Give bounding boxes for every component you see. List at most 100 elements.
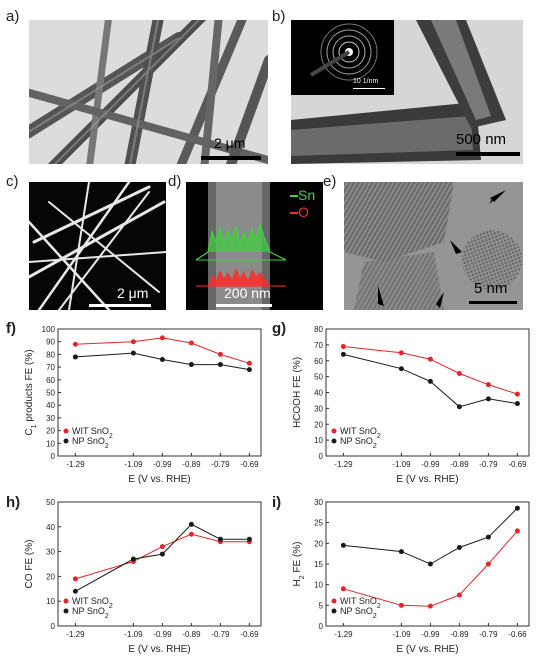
eds-image-d: Sn O 200 nm	[186, 182, 323, 310]
legend-marker	[331, 598, 337, 604]
legend-marker	[331, 438, 337, 444]
x-tick-label: -0.99	[421, 460, 440, 469]
x-axis-label: E (V vs. RHE)	[396, 644, 458, 655]
x-tick-label: -0.89	[450, 460, 469, 469]
data-point	[340, 343, 346, 349]
legend-sn-label: Sn	[298, 187, 316, 203]
data-point	[188, 531, 194, 537]
legend-o: O	[290, 204, 309, 220]
y-axis-label: H2 FE (%)	[292, 541, 306, 586]
x-tick-label: -0.79	[479, 630, 498, 639]
data-point	[340, 351, 346, 357]
chart-f: 0 10 20 30 40 50 60 70 80 90 100 -1.29 -1.09 -0.99 -0.…	[24, 325, 262, 485]
x-tick-label: -1.29	[66, 630, 85, 639]
y-tick-label: 90	[46, 338, 55, 347]
data-point	[427, 603, 433, 609]
data-point	[340, 542, 346, 548]
y-tick-label: 60	[314, 357, 323, 366]
y-tick-label: 60	[46, 376, 55, 385]
x-tick-label: -0.66	[508, 630, 527, 639]
data-point	[398, 366, 404, 372]
inset-scale-bar	[353, 88, 385, 89]
legend-marker	[331, 608, 337, 614]
y-tick-label: 0	[319, 622, 324, 631]
data-point	[427, 561, 433, 567]
data-point	[217, 351, 223, 357]
x-tick-label: -0.89	[182, 460, 201, 469]
tem-image-a: 2 μm	[29, 20, 268, 164]
data-point	[456, 404, 462, 410]
data-point	[398, 549, 404, 555]
y-tick-label: 30	[314, 498, 323, 507]
diffraction-inset: 10 1/nm	[291, 20, 394, 95]
panel-label-c: c)	[6, 173, 19, 190]
y-tick-label: 50	[46, 389, 55, 398]
data-point	[130, 350, 136, 356]
y-tick-label: 100	[42, 325, 56, 334]
y-tick-label: 40	[46, 401, 55, 410]
data-point	[72, 588, 78, 594]
y-axis-label: C1 products FE (%)	[24, 349, 38, 435]
scale-label-d: 200 nm	[224, 285, 271, 301]
data-point	[72, 341, 78, 347]
y-tick-label: 10	[46, 597, 55, 606]
x-tick-label: -0.69	[240, 460, 259, 469]
legend-marker	[63, 608, 69, 614]
series-line-1	[75, 523, 250, 592]
y-tick-label: 10	[314, 581, 323, 590]
y-axis-label: HCOOH FE (%)	[292, 357, 303, 428]
lattice-drawing-e	[344, 182, 523, 310]
x-tick-label: -0.99	[421, 630, 440, 639]
y-tick-label: 10	[314, 436, 323, 445]
x-tick-label: -0.69	[508, 460, 527, 469]
x-tick-label: -0.99	[153, 630, 172, 639]
y-axis-label: CO FE (%)	[24, 540, 35, 589]
sem-image-c: 2 μm	[29, 182, 166, 310]
hrtem-image-e: 5 nm	[344, 182, 523, 310]
y-tick-label: 20	[314, 420, 323, 429]
data-point	[246, 367, 252, 373]
series-line-0	[343, 530, 518, 607]
eds-linescan	[186, 182, 323, 310]
data-point	[72, 354, 78, 360]
y-tick-label: 0	[51, 452, 56, 461]
chart-h: 0 10 20 30 40 50 -1.29 -1.09 -0.99 -0.89 -0.79 -0.6…	[24, 498, 262, 655]
data-point	[456, 370, 462, 376]
x-axis-label: E (V vs. RHE)	[128, 644, 190, 655]
panel-label-b: b)	[272, 8, 286, 25]
data-point	[188, 521, 194, 527]
x-tick-label: -0.69	[240, 630, 259, 639]
series-line-0	[343, 346, 518, 395]
data-point	[427, 378, 433, 384]
series-line-0	[75, 337, 250, 364]
data-point	[398, 350, 404, 356]
y-tick-label: 20	[46, 427, 55, 436]
y-tick-label: 15	[314, 560, 323, 569]
y-tick-label: 80	[46, 350, 55, 359]
legend-label: NP SnO2	[72, 606, 109, 620]
x-tick-label: -1.29	[66, 460, 85, 469]
data-point	[188, 340, 194, 346]
chart-g: 0 10 20 30 40 50 60 70 80 -1.29 -1.09 -0.99 -0.89 -0.…	[292, 325, 530, 485]
scale-label-a: 2 μm	[214, 135, 246, 151]
y-tick-label: 20	[46, 572, 55, 581]
scale-bar-c	[89, 304, 151, 307]
data-point	[485, 561, 491, 567]
plot-frame	[57, 501, 262, 627]
legend-sn-line	[290, 195, 298, 198]
data-point	[514, 391, 520, 397]
x-tick-label: -0.79	[211, 630, 230, 639]
scale-label-e: 5 nm	[474, 280, 508, 297]
x-tick-label: -1.09	[124, 460, 143, 469]
y-tick-label: 30	[46, 548, 55, 557]
data-point	[159, 335, 165, 341]
x-axis-label: E (V vs. RHE)	[396, 474, 458, 485]
x-tick-label: -1.09	[124, 630, 143, 639]
data-point	[217, 362, 223, 368]
x-tick-label: -0.89	[450, 630, 469, 639]
series-line-1	[343, 507, 518, 565]
data-point	[514, 528, 520, 534]
data-point	[485, 396, 491, 402]
scale-bar-b	[456, 152, 520, 156]
y-tick-label: 25	[314, 519, 323, 528]
